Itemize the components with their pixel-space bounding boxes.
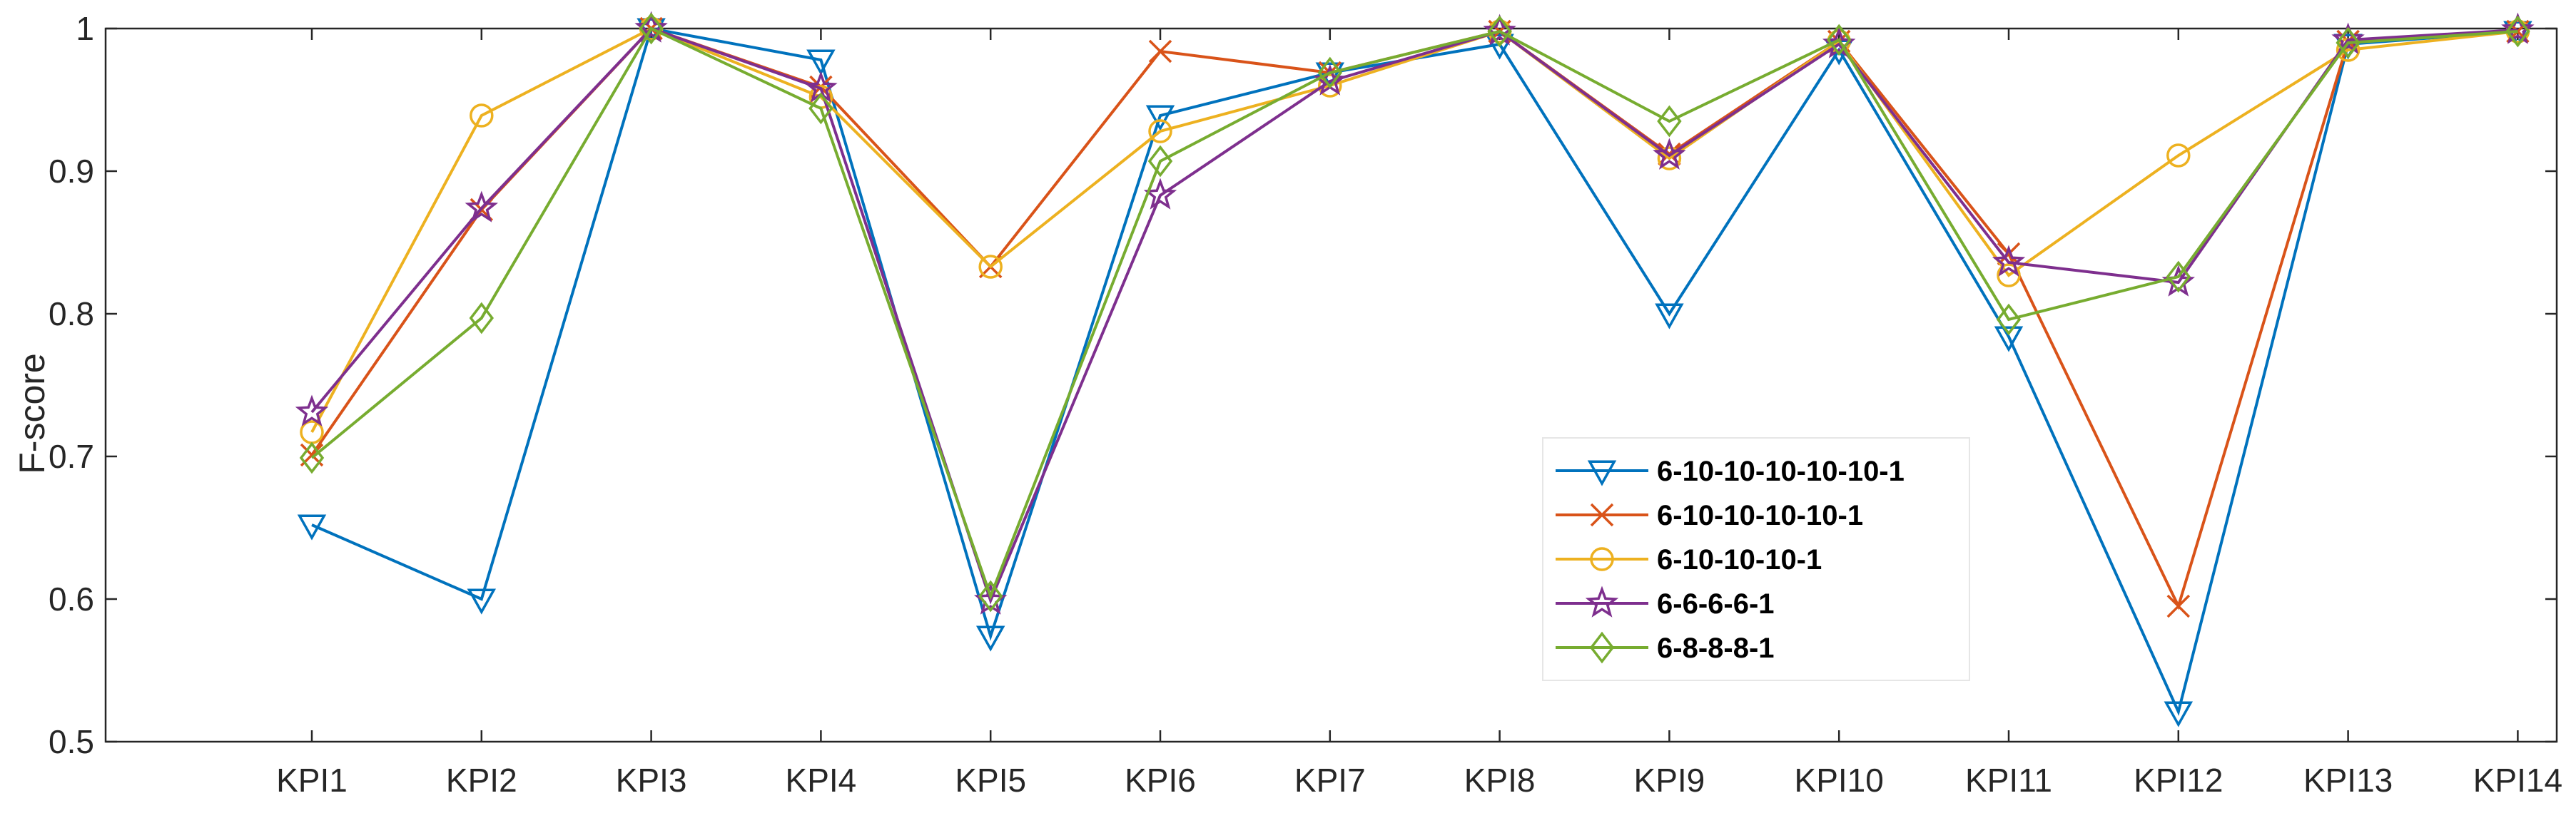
x-tick-label: KPI4 bbox=[786, 762, 857, 799]
data-point bbox=[808, 92, 833, 125]
legend-label: 6-10-10-10-1 bbox=[1657, 544, 1822, 576]
data-point bbox=[978, 580, 1003, 613]
data-point bbox=[2164, 701, 2194, 727]
x-tick-label: KPI6 bbox=[1125, 762, 1196, 799]
x-tick-label: KPI7 bbox=[1294, 762, 1366, 799]
data-point bbox=[1318, 73, 1342, 98]
data-point bbox=[1148, 119, 1172, 143]
y-tick-label: 0.9 bbox=[49, 153, 94, 190]
legend-label: 6-10-10-10-10-10-1 bbox=[1657, 456, 1905, 487]
x-tick-label: KPI10 bbox=[1795, 762, 1884, 799]
legend-item: 6-6-6-6-1 bbox=[1556, 586, 1775, 620]
legend-item: 6-10-10-10-10-1 bbox=[1556, 500, 1863, 531]
data-point bbox=[1148, 39, 1172, 63]
legend-label: 6-6-6-6-1 bbox=[1657, 588, 1775, 620]
data-point bbox=[1317, 56, 1343, 89]
series-group bbox=[295, 11, 2535, 727]
data-point bbox=[1997, 242, 2021, 266]
data-point bbox=[1143, 178, 1177, 210]
data-point bbox=[2336, 26, 2361, 59]
data-point bbox=[467, 588, 497, 615]
x-tick-label: KPI13 bbox=[2303, 762, 2393, 799]
data-point bbox=[1657, 146, 1682, 170]
x-tick-label: KPI8 bbox=[1464, 762, 1536, 799]
legend-marker bbox=[1590, 503, 1614, 527]
data-point bbox=[2166, 260, 2191, 293]
legend-marker bbox=[1587, 460, 1617, 486]
data-point bbox=[1487, 15, 1512, 48]
legend-item: 6-10-10-10-10-10-1 bbox=[1556, 456, 1905, 487]
data-point bbox=[1996, 303, 2022, 336]
y-tick-label: 0.5 bbox=[49, 723, 94, 760]
data-point bbox=[295, 394, 329, 426]
data-point bbox=[1994, 326, 2024, 352]
legend-item: 6-8-8-8-1 bbox=[1556, 631, 1775, 664]
data-point bbox=[2331, 22, 2365, 54]
y-axis-label: F-score bbox=[12, 353, 52, 474]
y-tick-label: 0.8 bbox=[49, 295, 94, 332]
legend-marker bbox=[1585, 586, 1619, 618]
x-tick-label: KPI9 bbox=[1634, 762, 1705, 799]
series-line bbox=[310, 26, 2518, 605]
data-point bbox=[465, 190, 499, 223]
series-5 bbox=[299, 12, 2530, 613]
data-point bbox=[1826, 24, 1852, 56]
y-tick-label: 0.7 bbox=[49, 438, 94, 475]
data-point bbox=[1657, 105, 1682, 138]
data-point bbox=[299, 441, 325, 474]
legend-label: 6-8-8-8-1 bbox=[1657, 633, 1775, 664]
x-tick-label: KPI5 bbox=[955, 762, 1026, 799]
data-point bbox=[1997, 263, 2021, 287]
data-point bbox=[975, 625, 1005, 652]
data-point bbox=[806, 49, 836, 76]
legend-item: 6-10-10-10-1 bbox=[1556, 544, 1822, 576]
data-point bbox=[2166, 594, 2191, 618]
data-point bbox=[1483, 14, 1516, 46]
axes: 0.5 0.6 0.7 0.8 0.9 1 KPI1 KPI2 KPI3 KPI4 KPI5 KPI6… bbox=[49, 10, 2562, 799]
legend-marker bbox=[1589, 631, 1615, 664]
x-tick-label: KPI12 bbox=[2134, 762, 2223, 799]
data-point bbox=[1147, 145, 1173, 178]
x-tick-label: KPI11 bbox=[1965, 762, 2052, 799]
legend-label: 6-10-10-10-10-1 bbox=[1657, 500, 1863, 531]
data-point bbox=[639, 12, 664, 45]
data-point bbox=[470, 103, 494, 128]
data-point bbox=[1992, 245, 2026, 277]
data-point bbox=[1653, 138, 1686, 170]
plot-frame bbox=[104, 27, 2558, 743]
x-tick-label: KPI3 bbox=[616, 762, 687, 799]
data-point bbox=[634, 11, 668, 43]
legend-marker bbox=[1590, 547, 1614, 571]
y-tick-label: 0.6 bbox=[49, 581, 94, 618]
legend: 6-10-10-10-10-10-1 6-10-10-10-10-1 6-10-10… bbox=[1542, 437, 1970, 681]
x-tick-label: KPI1 bbox=[276, 762, 348, 799]
data-point bbox=[1145, 105, 1175, 131]
y-tick-label: 1 bbox=[76, 10, 94, 47]
data-point bbox=[2166, 143, 2191, 168]
data-point bbox=[2505, 15, 2530, 48]
x-tick-label: KPI14 bbox=[2473, 762, 2562, 799]
series-line bbox=[310, 26, 2518, 600]
data-point bbox=[297, 514, 327, 541]
x-tick-label: KPI2 bbox=[446, 762, 517, 799]
data-point bbox=[1655, 303, 1684, 329]
data-point bbox=[2501, 12, 2535, 44]
data-point bbox=[978, 255, 1003, 279]
data-point bbox=[1485, 34, 1514, 60]
data-point bbox=[469, 302, 495, 334]
